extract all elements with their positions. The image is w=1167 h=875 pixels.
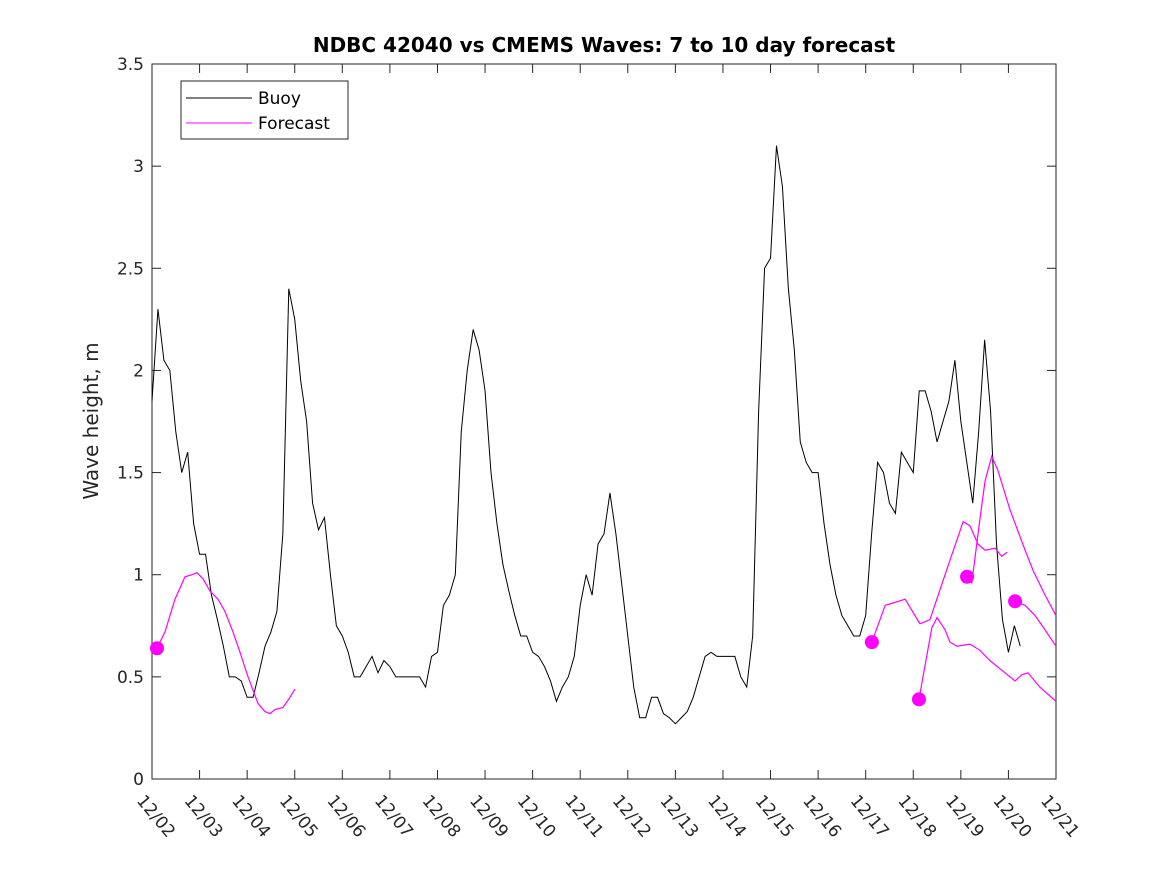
y-tick-label: 2 xyxy=(133,361,144,381)
x-tick-label: 12/04 xyxy=(227,791,274,841)
x-tick-label: 12/13 xyxy=(656,791,703,841)
buoy-line xyxy=(151,145,1021,725)
y-tick-label: 0 xyxy=(133,770,144,790)
x-tick-label: 12/15 xyxy=(751,791,798,841)
y-tick-label: 0.5 xyxy=(117,668,144,688)
forecast-line xyxy=(871,520,1008,643)
legend-forecast-label: Forecast xyxy=(258,114,330,134)
forecast-start-marker xyxy=(864,635,879,650)
x-tick-label: 12/05 xyxy=(275,791,322,841)
x-tick-label: 12/09 xyxy=(465,791,512,841)
y-tick-label: 1.5 xyxy=(117,464,144,484)
y-tick-label: 3 xyxy=(133,157,144,177)
legend-box xyxy=(180,80,349,140)
y-axis-label: Wave height, m xyxy=(79,342,103,499)
forecast-start-marker xyxy=(911,692,926,707)
forecast-line xyxy=(966,454,1057,616)
forecast-line xyxy=(918,616,1057,702)
chart-title: NDBC 42040 vs CMEMS Waves: 7 to 10 day f… xyxy=(313,33,896,57)
forecast-start-marker xyxy=(1008,594,1023,609)
forecast-line xyxy=(1014,600,1057,647)
x-tick-label: 12/10 xyxy=(513,791,560,841)
x-tick-label: 12/16 xyxy=(798,791,845,841)
x-tick-label: 12/07 xyxy=(370,791,417,841)
x-tick-label: 12/12 xyxy=(608,791,655,841)
y-tick-label: 3.5 xyxy=(117,55,144,75)
x-tick-label: 12/02 xyxy=(132,791,179,841)
legend-buoy-label: Buoy xyxy=(258,89,301,109)
y-tick-label: 2.5 xyxy=(117,259,144,279)
x-tick-label: 12/11 xyxy=(560,791,607,841)
x-tick-label: 12/17 xyxy=(846,791,893,841)
legend: Buoy Forecast xyxy=(180,80,349,140)
forecast-start-marker xyxy=(149,641,164,656)
x-tick-label: 12/19 xyxy=(941,791,988,841)
x-tick-label: 12/18 xyxy=(893,791,940,841)
plot-area xyxy=(151,63,1057,780)
x-tick-label: 12/21 xyxy=(1036,791,1083,841)
x-tick-label: 12/08 xyxy=(418,791,465,841)
x-tick-label: 12/14 xyxy=(703,791,750,841)
x-tick-label: 12/06 xyxy=(322,791,369,841)
forecast-start-marker xyxy=(960,569,975,584)
forecast-line xyxy=(156,571,296,715)
x-tick-label: 12/03 xyxy=(180,791,227,841)
x-tick-label: 12/20 xyxy=(989,791,1036,841)
y-tick-label: 1 xyxy=(133,566,144,586)
